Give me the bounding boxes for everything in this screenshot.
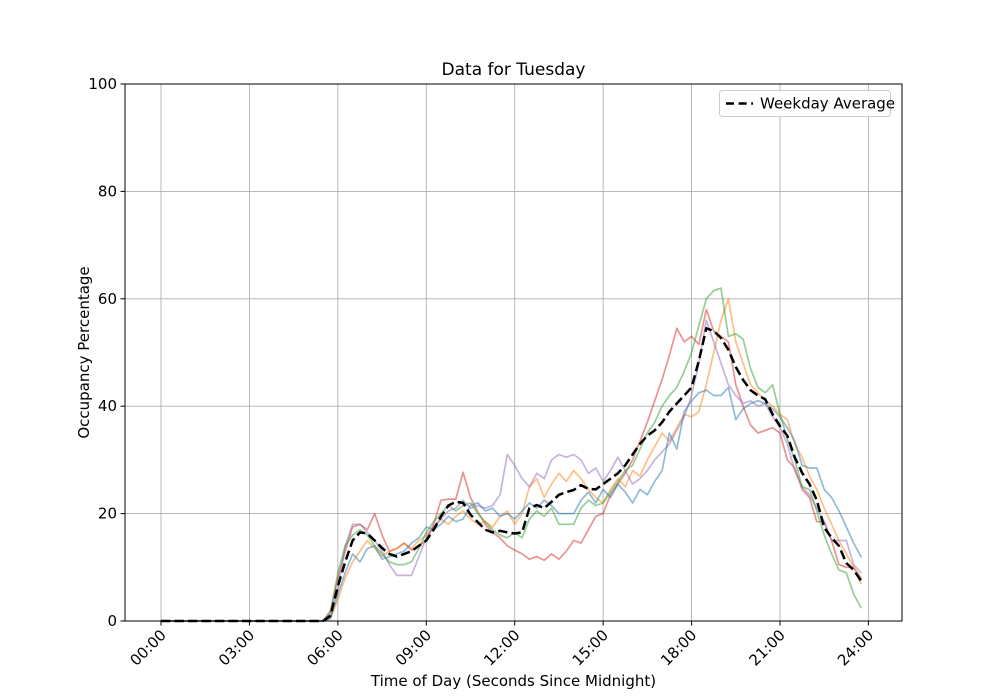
y-tick-label: 0	[107, 612, 117, 630]
y-tick-label: 100	[88, 75, 117, 93]
y-tick-label: 20	[98, 505, 117, 523]
plot-border	[124, 83, 903, 622]
y-tick-label: 60	[98, 290, 117, 308]
legend: Weekday Average	[719, 90, 895, 117]
axis-ticks	[120, 83, 869, 626]
chart-title: Data for Tuesday	[442, 60, 586, 80]
y-axis-label: Occupancy Percentage	[75, 266, 93, 438]
x-axis-label: Time of Day (Seconds Since Midnight)	[370, 672, 656, 690]
y-tick-label: 40	[98, 397, 117, 415]
y-tick-labels: 0 20 40 60 80 100	[88, 75, 117, 630]
legend-frame	[719, 90, 891, 117]
legend-label: Weekday Average	[760, 95, 895, 113]
y-tick-label: 80	[98, 182, 117, 200]
